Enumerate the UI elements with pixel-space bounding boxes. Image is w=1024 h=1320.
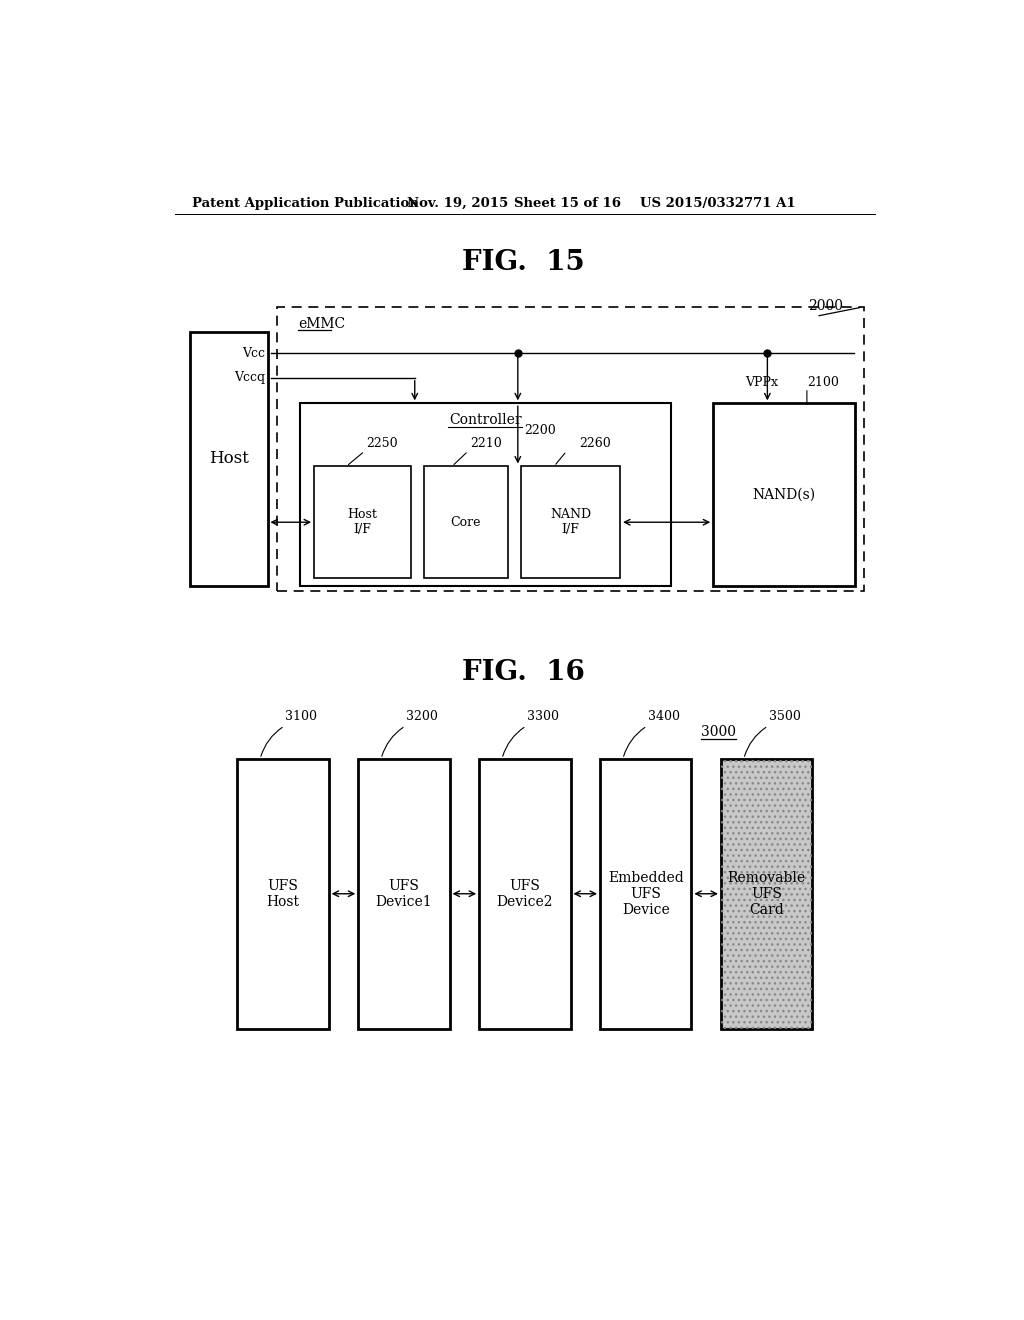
Bar [358, 759, 450, 1028]
Text: FIG.  16: FIG. 16 [462, 659, 585, 686]
Bar [721, 759, 812, 1028]
Text: UFS
Device2: UFS Device2 [497, 879, 553, 909]
Bar [314, 466, 411, 578]
Text: VPPx: VPPx [744, 376, 777, 389]
Text: 2100: 2100 [807, 376, 839, 389]
Text: Vccq: Vccq [234, 371, 265, 384]
Bar [238, 759, 329, 1028]
Text: NAND
I/F: NAND I/F [550, 508, 591, 536]
Text: 2250: 2250 [367, 437, 398, 450]
Text: Host
I/F: Host I/F [347, 508, 378, 536]
Text: 3100: 3100 [286, 710, 317, 723]
Bar [190, 331, 267, 586]
Bar [300, 404, 671, 586]
Text: 2200: 2200 [524, 424, 556, 437]
Bar [721, 759, 812, 1028]
Bar [276, 308, 864, 591]
Bar [600, 759, 691, 1028]
Text: Patent Application Publication: Patent Application Publication [193, 197, 419, 210]
Text: 3500: 3500 [769, 710, 801, 723]
Text: 2260: 2260 [580, 437, 611, 450]
Text: 3400: 3400 [648, 710, 680, 723]
Bar [521, 466, 621, 578]
Text: UFS
Host: UFS Host [266, 879, 299, 909]
Text: 3200: 3200 [407, 710, 438, 723]
Text: 2210: 2210 [470, 437, 502, 450]
Bar [479, 759, 570, 1028]
Text: US 2015/0332771 A1: US 2015/0332771 A1 [640, 197, 795, 210]
Text: Host: Host [209, 450, 249, 467]
Text: Removable
UFS
Card: Removable UFS Card [727, 871, 806, 917]
Text: 2000: 2000 [809, 300, 844, 313]
Text: 3300: 3300 [527, 710, 559, 723]
Bar [424, 466, 508, 578]
Text: Vcc: Vcc [242, 347, 265, 360]
Text: eMMC: eMMC [299, 317, 346, 331]
Text: Sheet 15 of 16: Sheet 15 of 16 [514, 197, 621, 210]
Text: Nov. 19, 2015: Nov. 19, 2015 [407, 197, 508, 210]
Bar [713, 404, 855, 586]
Text: UFS
Device1: UFS Device1 [376, 879, 432, 909]
Text: NAND(s): NAND(s) [753, 487, 815, 502]
Text: 3000: 3000 [701, 725, 736, 739]
Text: FIG.  15: FIG. 15 [462, 249, 585, 276]
Text: Core: Core [451, 516, 481, 529]
Text: Controller: Controller [449, 413, 521, 428]
Text: Embedded
UFS
Device: Embedded UFS Device [608, 871, 684, 917]
